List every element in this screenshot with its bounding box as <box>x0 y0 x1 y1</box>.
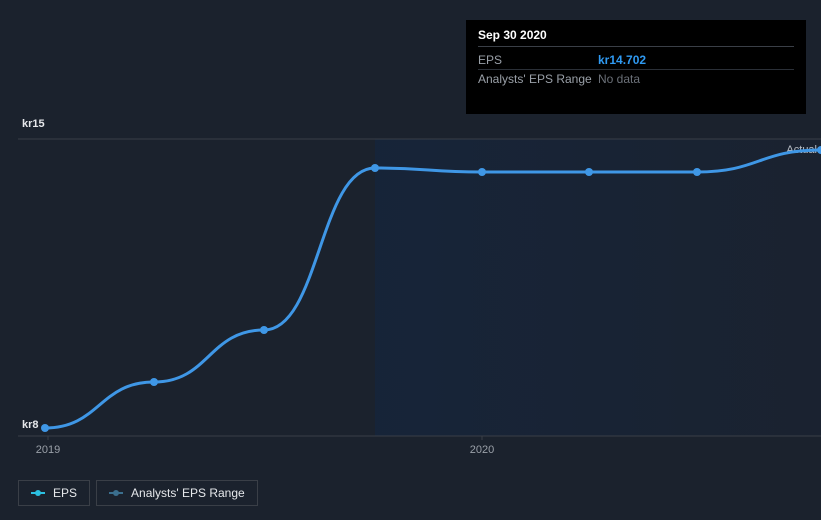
legend-label: EPS <box>53 486 77 500</box>
line-icon <box>109 489 123 497</box>
legend-item-analysts-range[interactable]: Analysts' EPS Range <box>96 480 258 506</box>
legend-item-eps[interactable]: EPS <box>18 480 90 506</box>
tooltip-value: No data <box>598 72 640 86</box>
tooltip-row: EPS kr14.702 <box>478 51 794 70</box>
tooltip-date: Sep 30 2020 <box>478 28 794 47</box>
tooltip-row: Analysts' EPS Range No data <box>478 70 794 88</box>
eps-chart: Sep 30 2020 EPS kr14.702 Analysts' EPS R… <box>0 0 821 520</box>
svg-text:kr8: kr8 <box>22 419 39 431</box>
chart-legend: EPS Analysts' EPS Range <box>18 480 258 506</box>
tooltip-label: EPS <box>478 53 598 67</box>
svg-text:2019: 2019 <box>36 444 60 456</box>
tooltip-label: Analysts' EPS Range <box>478 72 598 86</box>
chart-tooltip: Sep 30 2020 EPS kr14.702 Analysts' EPS R… <box>466 20 806 114</box>
svg-text:kr15: kr15 <box>22 118 45 130</box>
legend-label: Analysts' EPS Range <box>131 486 245 500</box>
line-icon <box>31 489 45 497</box>
svg-text:2020: 2020 <box>470 444 494 456</box>
tooltip-value: kr14.702 <box>598 53 646 67</box>
